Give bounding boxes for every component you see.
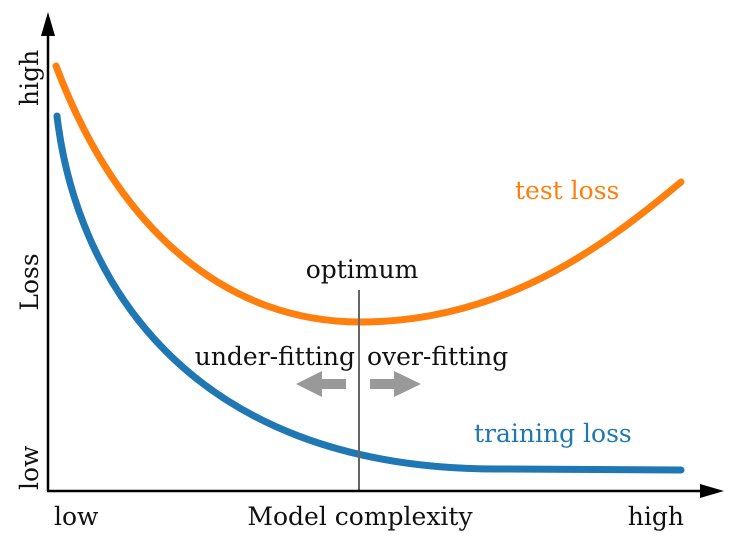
x-axis-low-label: low <box>54 502 99 531</box>
x-axis-label: Model complexity <box>247 502 473 531</box>
y-axis-high-label: high <box>15 50 44 106</box>
y-axis-arrowhead <box>41 12 55 36</box>
training-loss-label: training loss <box>474 419 632 448</box>
y-axis-label: Loss <box>15 253 44 310</box>
x-axis-high-label: high <box>628 502 684 531</box>
y-axis-low-label: low <box>15 445 44 490</box>
optimum-label: optimum <box>306 255 419 284</box>
under-fitting-label: under-fitting <box>195 342 355 371</box>
test-loss-label: test loss <box>515 176 619 205</box>
training-loss-curve <box>53 112 685 474</box>
under-fitting-arrow <box>296 371 346 397</box>
over-fitting-arrow <box>370 371 421 397</box>
x-axis-arrowhead <box>700 484 724 498</box>
over-fitting-label: over-fitting <box>367 342 508 371</box>
